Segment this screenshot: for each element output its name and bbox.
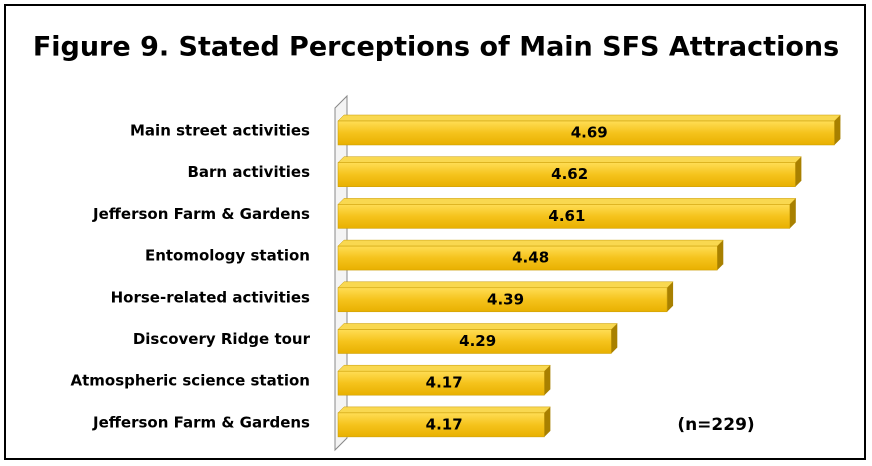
bar-side: [834, 115, 841, 145]
value-label: 4.17: [426, 374, 463, 392]
bar-side: [789, 198, 796, 229]
bar: [337, 287, 668, 313]
category-label: Discovery Ridge tour: [133, 330, 311, 348]
bar-side: [544, 365, 551, 396]
value-label: 4.62: [551, 165, 588, 183]
value-label: 4.48: [512, 249, 549, 267]
category-label: Main street activities: [130, 122, 310, 140]
annotation: (n=229): [677, 415, 754, 435]
category-label: Entomology station: [145, 247, 310, 265]
bar-side: [795, 156, 802, 187]
bar-top: [337, 364, 551, 372]
value-label: 4.69: [571, 124, 608, 142]
bar-side: [667, 281, 674, 312]
bar-side: [717, 240, 724, 271]
value-label: 4.39: [487, 290, 524, 308]
bar: [337, 412, 545, 438]
bar: [337, 162, 796, 187]
bar-top: [337, 114, 842, 122]
bar-top: [337, 198, 797, 205]
bar-top: [337, 239, 724, 247]
category-label: Barn activities: [187, 163, 310, 181]
bar-side: [544, 406, 551, 437]
bar: [337, 329, 612, 354]
bar: [337, 204, 791, 229]
value-label: 4.61: [548, 207, 585, 225]
bar-side: [611, 323, 618, 354]
bar-top: [337, 156, 802, 163]
axis-wall: [334, 94, 348, 452]
chart-title: Figure 9. Stated Perceptions of Main SFS…: [33, 32, 839, 63]
bar-top: [337, 281, 674, 289]
category-label: Jefferson Farm & Gardens: [92, 413, 310, 431]
category-label: Jefferson Farm & Gardens: [92, 205, 310, 223]
category-label: Atmospheric science station: [70, 372, 310, 390]
value-label: 4.17: [426, 415, 463, 433]
bar: [337, 120, 835, 146]
category-label: Horse-related activities: [111, 288, 310, 306]
bar-top: [337, 406, 551, 414]
value-label: 4.29: [459, 332, 496, 350]
bar: [337, 370, 545, 396]
bar-top: [337, 323, 618, 330]
bar: [337, 245, 718, 271]
